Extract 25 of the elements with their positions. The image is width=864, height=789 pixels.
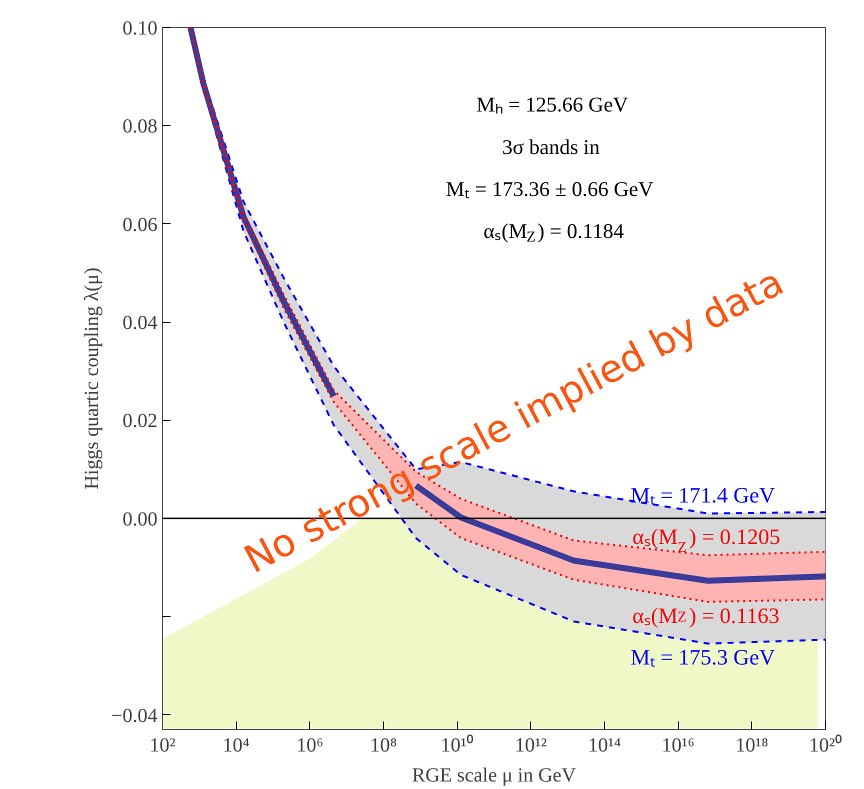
series-label: αₛ(MZ) = 0.1163 <box>632 602 780 628</box>
y-tick-label: 0.02 <box>122 410 158 432</box>
x-tick-label: 10²⁰ <box>809 734 842 756</box>
x-tick-label: 10⁸ <box>370 734 398 756</box>
x-tick-label: 10¹⁴ <box>588 734 622 756</box>
annotation: Mₜ = 173.36 ± 0.66 GeV <box>446 176 654 201</box>
series-label: Mₜ = 171.4 GeV <box>630 482 776 508</box>
x-tick-label: 10⁶ <box>296 734 324 756</box>
y-tick-label: 0.10 <box>122 18 158 40</box>
x-tick-label: 10² <box>150 734 176 756</box>
x-tick-label: 10¹⁰ <box>440 734 474 756</box>
x-tick-label: 10¹² <box>514 734 547 756</box>
x-axis-title: RGE scale μ in GeV <box>412 764 577 786</box>
y-tick-label: 0.06 <box>122 214 158 236</box>
y-tick-label: 0.04 <box>122 312 158 334</box>
y-tick-label: 0.00 <box>122 508 158 530</box>
annotation: Mₕ = 125.66 GeV <box>476 92 628 117</box>
x-tick-label: 10¹⁶ <box>662 734 695 756</box>
annotation: 3σ bands in <box>502 134 600 159</box>
y-tick-label: −0.04 <box>111 704 158 727</box>
y-axis-title: Higgs quartic coupling λ(μ) <box>81 267 104 490</box>
x-tick-label: 10¹⁸ <box>735 734 768 756</box>
y-tick-label: 0.08 <box>122 116 158 138</box>
x-tick-label: 10⁴ <box>222 734 250 756</box>
series-label: Mₜ = 175.3 GeV <box>630 644 776 670</box>
